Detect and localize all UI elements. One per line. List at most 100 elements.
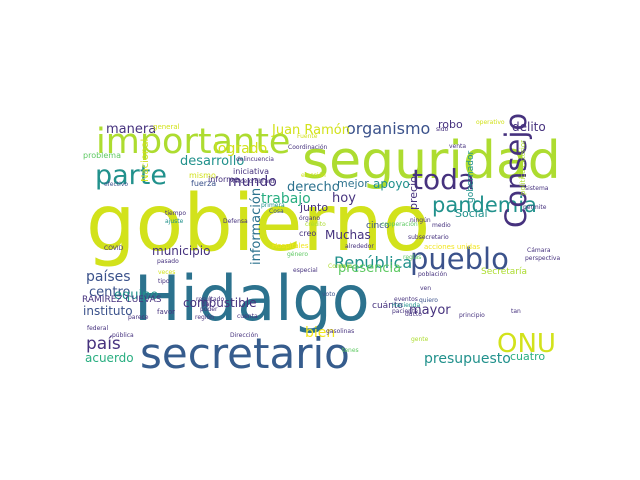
cloud-word: logrado — [214, 141, 267, 157]
cloud-word: Coordinación — [288, 144, 327, 151]
cloud-word: apoyo — [373, 177, 410, 191]
cloud-word: Hacienda — [392, 302, 420, 309]
cloud-word: efectivo — [104, 181, 128, 188]
cloud-word: población — [418, 271, 447, 278]
cloud-word: poder — [200, 306, 218, 313]
cloud-word: dar — [202, 301, 212, 308]
cloud-word: alrededor — [345, 243, 374, 250]
cloud-word: Consejo — [499, 113, 533, 228]
cloud-word: precio — [407, 176, 420, 210]
cloud-word: ducto — [405, 311, 422, 318]
cloud-word: informe — [208, 175, 239, 184]
cloud-word: pandemia — [432, 193, 537, 217]
cloud-word: mundo — [228, 174, 277, 190]
cloud-word: organismo — [346, 119, 430, 138]
cloud-word: Defensa — [223, 218, 248, 225]
cloud-word: parte — [95, 160, 167, 191]
cloud-word: Consejo — [328, 263, 352, 270]
cloud-word: delincuencia — [236, 156, 274, 163]
cloud-word: manera — [106, 122, 156, 137]
cloud-word: gobernador — [466, 151, 476, 203]
cloud-word: quiero — [419, 297, 438, 304]
cloud-word: reglas — [403, 254, 421, 261]
cloud-word: Fuente — [297, 133, 318, 140]
cloud-word: robo — [438, 118, 463, 131]
cloud-word: Hidalgo — [134, 262, 370, 335]
cloud-word: sido — [436, 126, 449, 133]
cloud-word: centro — [89, 285, 131, 300]
cloud-word: pública — [112, 332, 134, 339]
cloud-word: paciente — [392, 308, 418, 315]
cloud-word: Juan Ramón — [271, 123, 350, 138]
cloud-word: subsecretario — [408, 234, 449, 241]
cloud-word: ajuste — [165, 218, 184, 225]
cloud-word: cooperación — [381, 221, 418, 228]
cloud-word: parece — [128, 314, 149, 321]
cloud-word: bien — [305, 325, 335, 341]
cloud-word: secretario — [140, 329, 350, 378]
cloud-word: especial — [293, 267, 318, 274]
cloud-word: voto — [322, 291, 336, 298]
cloud-word: Nacional — [140, 139, 151, 182]
cloud-word: derecho — [287, 180, 340, 195]
cloud-word: delito — [512, 120, 546, 134]
cloud-word: federal — [87, 325, 108, 332]
cloud-word: seguridad — [302, 131, 561, 191]
cloud-word: región — [195, 314, 214, 321]
cloud-word: tenes — [342, 347, 359, 354]
cloud-word: tipo — [158, 278, 170, 285]
cloud-word: ONU — [497, 329, 556, 359]
cloud-word: Marcelo Ebrard — [229, 178, 275, 185]
cloud-word: Cosa — [269, 208, 284, 215]
cloud-word: RAMÍREZ CUEVAS — [82, 293, 162, 305]
cloud-word: Hospitales — [272, 242, 309, 250]
cloud-word: sistema — [525, 185, 549, 192]
cloud-word: trabajo — [261, 191, 311, 207]
cloud-word: acciones unidas — [424, 243, 480, 251]
cloud-word: política exterior — [519, 140, 527, 195]
cloud-word: general — [153, 123, 180, 131]
cloud-word: mismo — [189, 171, 216, 180]
cloud-word: combustible — [183, 296, 256, 310]
cloud-word: problema — [83, 151, 121, 160]
cloud-word: equipo — [114, 288, 158, 303]
cloud-word: eventos — [394, 296, 418, 303]
cloud-word: gente — [411, 336, 429, 343]
cloud-word: tan — [511, 308, 521, 315]
cloud-word: Social — [455, 207, 488, 220]
cloud-word: Cámara — [527, 247, 551, 254]
cloud-word: toda — [412, 163, 475, 196]
cloud-word: gasolinas — [326, 328, 354, 335]
cloud-word: favor — [157, 308, 175, 316]
cloud-word: Secretaría — [481, 267, 527, 277]
cloud-word: acuerdo — [85, 351, 134, 365]
cloud-word: países — [86, 269, 131, 285]
cloud-word: ven — [420, 285, 431, 292]
cloud-word: cinco — [366, 221, 390, 231]
cloud-word: primera — [261, 202, 285, 209]
cloud-word: importante — [96, 122, 290, 162]
cloud-word: cuánto — [372, 301, 403, 311]
cloud-word: cuatro — [510, 350, 545, 363]
cloud-word: elección — [301, 172, 326, 179]
cloud-word: municipio — [152, 244, 210, 258]
cloud-word: tiempo — [165, 210, 186, 217]
cloud-word: presencia — [338, 261, 401, 276]
cloud-word: iniciativa — [233, 167, 269, 176]
cloud-word: Dirección — [230, 332, 258, 339]
cloud-word: perspectiva — [525, 255, 560, 262]
cloud-word: medio — [432, 222, 451, 229]
cloud-word: país — [86, 334, 121, 354]
cloud-word: mejor — [337, 177, 369, 190]
cloud-word: permite — [523, 204, 547, 211]
cloud-word: resultado — [196, 296, 224, 303]
cloud-word: República — [334, 253, 412, 272]
cloud-word: gobierno — [86, 179, 430, 269]
cloud-word: cuenta — [237, 313, 258, 320]
cloud-word: crédito — [305, 221, 326, 228]
cloud-word: junto — [299, 201, 328, 214]
cloud-word: Muchas — [325, 228, 371, 242]
cloud-word: presupuesto — [424, 351, 511, 367]
